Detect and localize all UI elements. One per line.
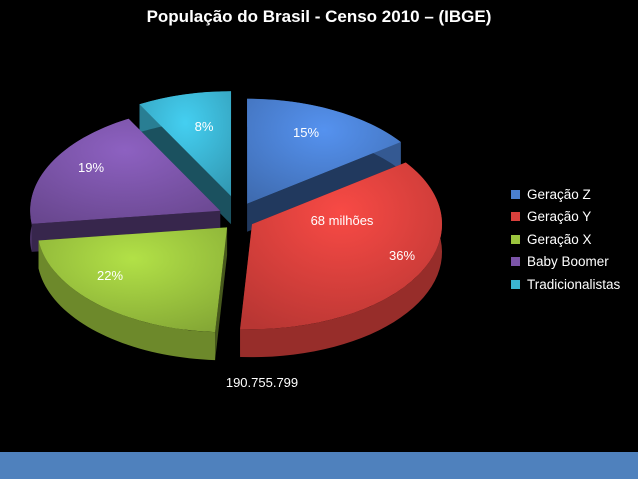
pie-slice-top xyxy=(38,227,228,333)
legend-label: Baby Boomer xyxy=(527,254,609,270)
legend-swatch xyxy=(511,212,520,222)
pie-slice-top xyxy=(139,91,232,197)
pie-slice-wall xyxy=(215,227,228,361)
legend-label: Geração Z xyxy=(527,186,591,202)
pie-slice-side xyxy=(38,240,216,361)
legend-item: Geração X xyxy=(511,228,620,251)
chart-legend: Geração Z Geração Y Geração X Baby Boomer Tr… xyxy=(511,183,620,296)
chart-title: População do Brasil - Censo 2010 – (IBGE… xyxy=(146,7,492,26)
legend-swatch xyxy=(511,234,520,244)
annotation-total-population: 190.755.799 xyxy=(226,375,298,390)
slice-label-baby-boomer: 19% xyxy=(78,160,104,175)
pie-slice-top xyxy=(247,98,401,204)
pie-slice-gera-o-z xyxy=(247,98,401,232)
pie-slice-wall xyxy=(139,104,232,225)
slice-label-tradicionalistas: 8% xyxy=(195,119,214,134)
legend-item: Baby Boomer xyxy=(511,251,620,274)
pie-slice-gera-o-x xyxy=(38,227,228,361)
pie-slice-side xyxy=(240,162,443,358)
legend-swatch xyxy=(511,279,520,289)
pie-slice-wall xyxy=(247,142,401,232)
slice-label-gera-o-y: 36% xyxy=(389,248,415,263)
pie-slice-top xyxy=(240,162,443,330)
pie-slice-tradicionalistas xyxy=(139,91,232,225)
legend-item: Tradicionalistas xyxy=(511,273,620,296)
legend-item: Geração Y xyxy=(511,206,620,229)
annotation-generation-y-count: 68 milhões xyxy=(311,213,374,228)
pie-slice-gera-o-y xyxy=(240,162,443,358)
slice-label-gera-o-z: 15% xyxy=(293,125,319,140)
legend-swatch xyxy=(511,189,520,199)
slice-label-gera-o-x: 22% xyxy=(97,268,123,283)
legend-item: Geração Z xyxy=(511,183,620,206)
legend-label: Geração Y xyxy=(527,209,592,225)
legend-swatch xyxy=(511,257,520,267)
legend-label: Geração X xyxy=(527,231,592,247)
bottom-bar xyxy=(0,452,638,479)
pie-slice-top xyxy=(30,118,221,224)
legend-label: Tradicionalistas xyxy=(527,276,621,292)
